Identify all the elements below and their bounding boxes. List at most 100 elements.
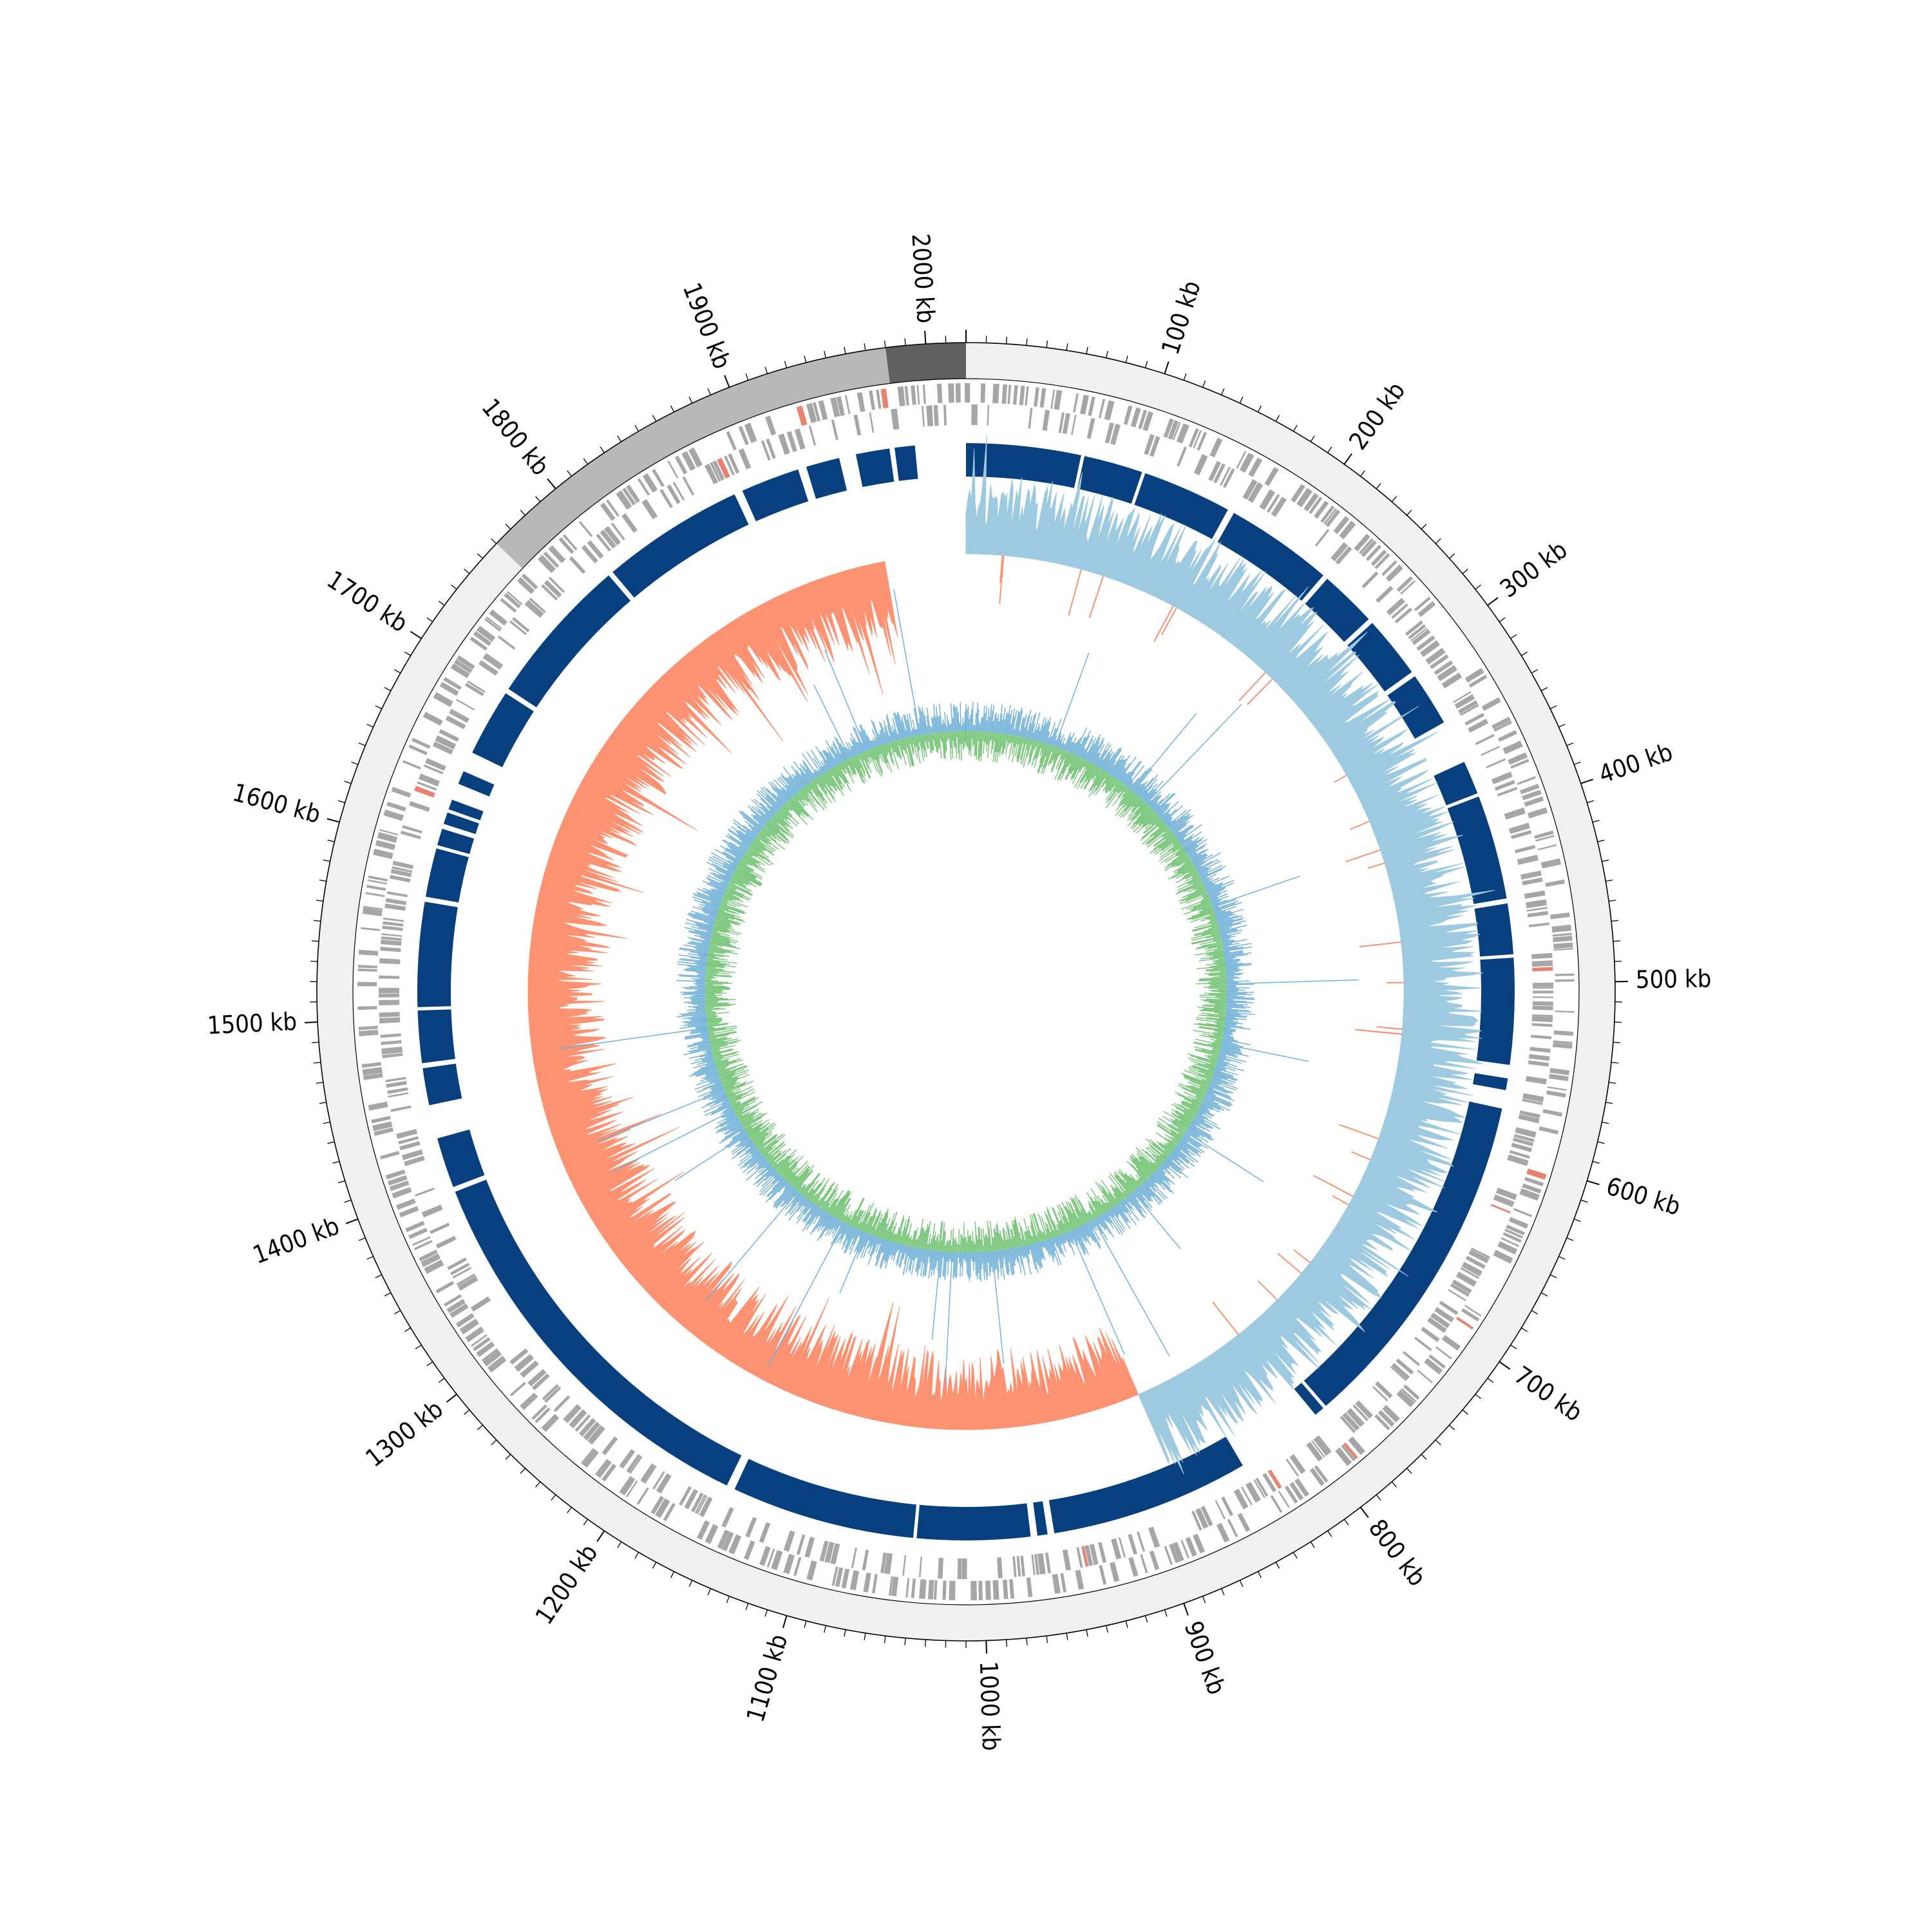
gene-feature (640, 1463, 657, 1484)
gene-feature (1311, 1440, 1325, 1458)
gene-feature-track (357, 383, 1575, 1600)
gene-feature (1052, 1573, 1061, 1594)
gene-feature (509, 1348, 529, 1365)
minor-tick (344, 781, 352, 784)
gene-feature (1376, 585, 1394, 603)
gene-feature (500, 598, 517, 613)
gene-feature (1084, 1545, 1094, 1566)
gene-feature (1522, 1183, 1542, 1194)
gene-feature (538, 554, 556, 573)
gene-feature (578, 1417, 596, 1437)
gene-feature (413, 1240, 433, 1251)
gene-feature (450, 1262, 470, 1276)
gene-feature (997, 1557, 1003, 1578)
gene-feature (368, 875, 388, 882)
gene-feature (1481, 697, 1501, 711)
gene-feature (1427, 1317, 1447, 1333)
gene-feature (542, 1384, 559, 1401)
gene-feature (389, 1180, 410, 1191)
minor-tick (1540, 1292, 1548, 1297)
gene-feature (759, 1546, 771, 1566)
minor-tick (583, 458, 589, 465)
gene-feature (430, 1222, 450, 1235)
contig-ring (317, 343, 1616, 1642)
gene-feature (1309, 497, 1323, 515)
gene-feature (414, 786, 435, 798)
gene-feature (1076, 1547, 1083, 1568)
gene-feature (659, 489, 673, 509)
synteny-block (1134, 473, 1228, 540)
gene-feature (992, 383, 999, 404)
gene-feature (1054, 390, 1063, 410)
gene-feature (836, 396, 845, 417)
gene-feature (1058, 412, 1065, 433)
gene-feature (1417, 1369, 1434, 1384)
tick-label: 800 kb (1363, 1514, 1432, 1591)
gene-feature (409, 800, 430, 812)
gene-feature (1546, 1090, 1566, 1098)
gene-feature (971, 404, 978, 426)
gene-feature (1460, 1267, 1480, 1279)
gene-feature (1375, 1381, 1393, 1399)
gene-feature (1517, 855, 1539, 865)
gene-feature (541, 584, 558, 601)
gene-feature (402, 760, 421, 770)
gene-feature (636, 1487, 649, 1505)
gene-feature (851, 1548, 857, 1568)
gene-feature (1524, 1177, 1544, 1187)
gene-feature (830, 397, 840, 418)
gene-feature (1220, 466, 1231, 486)
gene-feature (1197, 431, 1208, 451)
tick-label: 1300 kb (360, 1395, 448, 1473)
gene-feature (1522, 1093, 1544, 1103)
gene-feature (1537, 844, 1557, 851)
gene-feature (1391, 603, 1408, 620)
gene-feature (384, 904, 406, 911)
gene-feature (1403, 1384, 1420, 1400)
gene-feature (1169, 1544, 1179, 1564)
gene-feature (529, 597, 546, 614)
gene-feature (1358, 538, 1374, 554)
gene-feature (637, 478, 650, 496)
gene-feature (544, 1386, 562, 1403)
gene-feature (1461, 1262, 1482, 1277)
gene-feature (876, 389, 882, 410)
minor-tick (824, 1625, 826, 1633)
gene-feature (381, 936, 402, 942)
gene-feature (1003, 1579, 1009, 1600)
gene-feature (1519, 784, 1540, 795)
gene-feature (1248, 457, 1263, 477)
synteny-block (1294, 1383, 1323, 1415)
gene-feature (978, 1580, 983, 1600)
gene-feature (1532, 1005, 1553, 1010)
minor-tick (535, 1481, 541, 1488)
gene-feature (1511, 1142, 1533, 1153)
gene-feature (398, 1136, 419, 1144)
synteny-block (437, 828, 475, 855)
gene-feature (399, 1206, 419, 1218)
synteny-block (734, 1459, 916, 1539)
minor-tick (358, 1237, 366, 1241)
gene-feature (363, 1073, 383, 1081)
minor-tick (404, 651, 412, 656)
gene-feature (691, 1492, 704, 1513)
gene-feature (379, 829, 399, 836)
gene-feature (1007, 384, 1012, 404)
minor-tick (1239, 396, 1244, 404)
minor-tick (1602, 1121, 1609, 1124)
gene-feature (1448, 1289, 1466, 1302)
gene-feature (786, 431, 797, 452)
gene-feature (1320, 506, 1335, 523)
gene-feature (386, 1169, 406, 1180)
minor-tick (535, 496, 541, 502)
gene-feature (1262, 1473, 1277, 1493)
gene-feature (509, 1381, 526, 1397)
gene-feature (1266, 493, 1280, 513)
gene-feature (619, 1449, 636, 1469)
gene-feature (1452, 691, 1472, 703)
gene-feature (1506, 1224, 1526, 1236)
gene-feature (1491, 772, 1513, 784)
gene-feature (764, 415, 777, 436)
gene-feature (667, 460, 679, 478)
gene-feature (1464, 668, 1484, 683)
